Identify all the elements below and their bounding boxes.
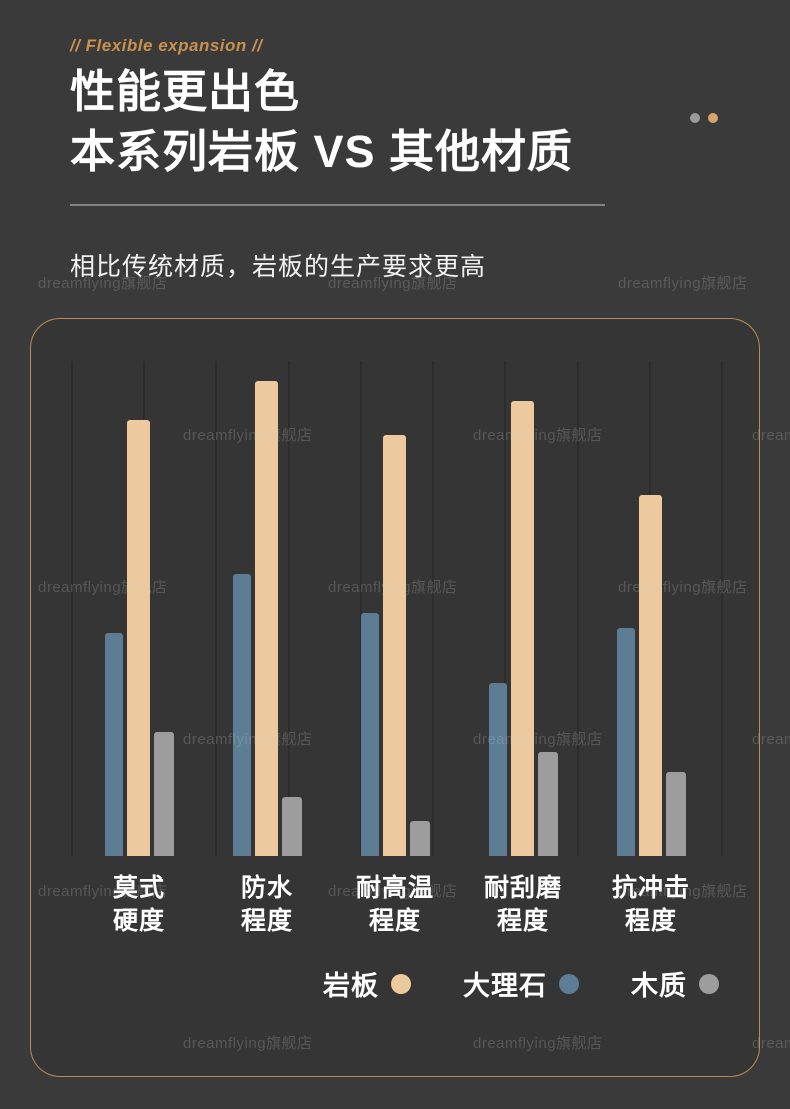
page-title-line2: 本系列岩板 VS 其他材质 <box>70 125 574 177</box>
legend-item: 大理石 <box>463 964 579 1003</box>
bar-木质 <box>281 796 302 856</box>
bar-大理石 <box>616 628 635 856</box>
gridline <box>576 361 579 856</box>
bar-大理石 <box>232 573 251 856</box>
gridline <box>215 361 218 856</box>
bar-木质 <box>665 771 686 856</box>
subtitle: 相比传统材质，岩板的生产要求更高 <box>70 253 487 281</box>
category-labels: 莫式 硬度 防水 程度 耐高温 程度 耐刮磨 程度 抗冲击 程度 <box>75 872 715 938</box>
gridline <box>71 361 73 856</box>
tagline: // Flexible expansion // <box>70 36 263 55</box>
category-label: 耐刮磨 程度 <box>483 874 562 935</box>
legend-item: 木质 <box>631 964 719 1003</box>
page-title-line1: 性能更出色 <box>70 66 301 117</box>
bar-岩板 <box>254 380 278 856</box>
legend-label: 岩板 <box>323 971 379 1001</box>
category-label: 莫式 硬度 <box>112 874 165 935</box>
gridline <box>359 361 362 856</box>
tan-dot-icon <box>708 113 718 123</box>
legend-dot-icon <box>391 973 411 994</box>
category-label: 防水 程度 <box>240 874 293 935</box>
watermark: dreamflying旗舰店 <box>618 275 748 292</box>
bar-group <box>459 361 587 856</box>
category-label: 耐高温 程度 <box>355 874 434 935</box>
title-divider <box>70 204 605 206</box>
bar-group <box>331 361 459 856</box>
bar-岩板 <box>126 420 150 856</box>
bar-岩板 <box>638 494 662 856</box>
bar-岩板 <box>382 435 406 856</box>
bar-大理石 <box>104 633 123 856</box>
gridline <box>721 361 723 856</box>
bar-group <box>587 361 715 856</box>
category-label: 抗冲击 程度 <box>611 874 690 935</box>
bar-大理石 <box>488 682 507 856</box>
legend-dot-icon <box>699 973 719 994</box>
bar-木质 <box>409 821 430 856</box>
bar-岩板 <box>510 400 534 856</box>
comparison-chart-panel: 莫式 硬度 防水 程度 耐高温 程度 耐刮磨 程度 抗冲击 程度 岩板 大理石 木质 <box>30 318 760 1077</box>
gridline <box>432 361 435 856</box>
legend-item: 岩板 <box>323 964 411 1003</box>
bar-木质 <box>537 752 558 856</box>
gridline <box>287 361 290 856</box>
page-title: 性能更出色 本系列岩板 VS 其他材质 <box>70 62 573 182</box>
legend-label: 大理石 <box>463 971 547 1001</box>
bar-group <box>75 361 203 856</box>
gray-dot-icon <box>690 113 700 123</box>
gridline <box>504 361 507 856</box>
legend-dot-icon <box>559 973 579 994</box>
bar-group <box>203 361 331 856</box>
bar-大理石 <box>360 613 379 856</box>
legend-label: 木质 <box>631 971 687 1001</box>
decor-dots <box>690 113 718 123</box>
chart-legend: 岩板 大理石 木质 <box>323 964 719 1003</box>
bar-木质 <box>153 732 174 856</box>
bar-groups <box>75 361 715 856</box>
